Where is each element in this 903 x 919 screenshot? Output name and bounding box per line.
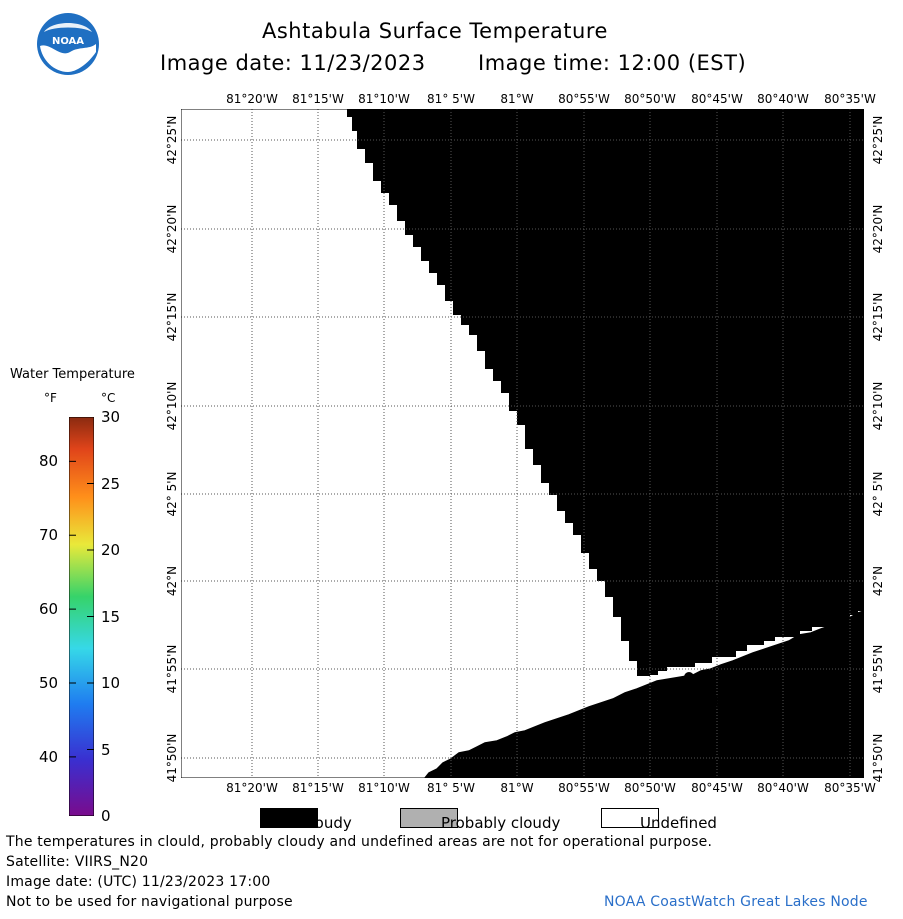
- celsius-tick-label: 15: [101, 607, 121, 626]
- latitude-label: 42°N: [165, 565, 179, 597]
- legend-undefined-swatch: [601, 808, 659, 828]
- footer-note: The temperatures in clould, probably clo…: [6, 834, 713, 850]
- noaa-logo: NOAA: [36, 12, 100, 76]
- footer-satellite: Satellite: VIIRS_N20: [6, 854, 149, 870]
- longitude-label: 81°W: [500, 92, 534, 106]
- longitude-label: 80°45'W: [691, 92, 743, 106]
- latitude-label: 42° 5'N: [871, 471, 885, 517]
- latitude-label: 42°10'N: [871, 381, 885, 431]
- longitude-label: 81°W: [500, 781, 534, 795]
- cloudy-area: [347, 109, 864, 676]
- latitude-label: 42°25'N: [165, 115, 179, 165]
- latitude-label: 41°55'N: [165, 644, 179, 694]
- longitude-label: 81° 5'W: [427, 92, 475, 106]
- celsius-tick-label: 0: [101, 807, 111, 825]
- longitude-label: 80°55'W: [558, 781, 610, 795]
- colorbar-title: Water Temperature: [10, 367, 135, 382]
- latitude-label: 42°15'N: [165, 292, 179, 342]
- fahrenheit-tick-label: 70: [39, 526, 59, 545]
- celsius-tick-label: 25: [101, 474, 121, 493]
- map-panel: Ashtabula: [180, 108, 865, 779]
- map-title: Ashtabula Surface Temperature: [262, 19, 608, 43]
- longitude-label: 80°45'W: [691, 781, 743, 795]
- colorbar-gradient: [68, 416, 95, 817]
- celsius-tick-label: 20: [101, 541, 121, 559]
- latitude-label: 42°20'N: [165, 204, 179, 254]
- legend-cloudy-label: Cloudy: [300, 814, 352, 832]
- ashtabula-marker: [684, 672, 694, 682]
- ashtabula-label: Ashtabula: [687, 693, 762, 711]
- image-date: Image date: 11/23/2023: [160, 51, 426, 75]
- svg-text:NOAA: NOAA: [52, 36, 84, 47]
- footer-utc-date: Image date: (UTC) 11/23/2023 17:00: [6, 874, 271, 890]
- fahrenheit-tick-label: 50: [39, 674, 59, 692]
- longitude-label: 80°40'W: [757, 92, 809, 106]
- longitude-label: 81° 5'W: [427, 781, 475, 795]
- longitude-label: 81°15'W: [292, 781, 344, 795]
- latitude-label: 41°50'N: [165, 733, 179, 783]
- longitude-label: 81°15'W: [292, 92, 344, 106]
- longitude-label: 80°35'W: [824, 781, 876, 795]
- longitude-label: 80°55'W: [558, 92, 610, 106]
- legend-cloudy-swatch: [260, 808, 318, 828]
- fahrenheit-tick-label: 80: [39, 452, 59, 471]
- temperature-map: Ashtabula: [180, 108, 865, 779]
- longitude-label: 80°50'W: [624, 781, 676, 795]
- latitude-label: 42°10'N: [165, 381, 179, 431]
- latitude-label: 42° 5'N: [165, 471, 179, 517]
- colorbar: [68, 416, 95, 817]
- latitude-label: 42°25'N: [871, 115, 885, 165]
- celsius-tick-label: 5: [101, 740, 111, 759]
- longitude-label: 81°10'W: [358, 92, 410, 106]
- celsius-tick-label: 30: [101, 408, 121, 426]
- longitude-label: 80°35'W: [824, 92, 876, 106]
- latitude-label: 42°15'N: [871, 292, 885, 342]
- colorbar-unit-f: °F: [44, 391, 57, 405]
- legend-probably-cloudy-swatch: [400, 808, 458, 828]
- latitude-label: 42°N: [871, 565, 885, 597]
- coastline: [424, 610, 865, 779]
- image-time: Image time: 12:00 (EST): [478, 51, 747, 75]
- footer-nav-warning: Not to be used for navigational purpose: [6, 894, 293, 910]
- longitude-label: 81°10'W: [358, 781, 410, 795]
- celsius-tick-label: 10: [101, 674, 121, 692]
- colorbar-unit-c: °C: [101, 391, 116, 405]
- legend-probably-cloudy-label: Probably cloudy: [441, 814, 561, 832]
- graticule: [181, 109, 864, 778]
- fahrenheit-tick-label: 60: [39, 600, 59, 619]
- legend-undefined-label: Undefined: [640, 814, 717, 832]
- longitude-label: 80°40'W: [757, 781, 809, 795]
- longitude-label: 81°20'W: [226, 781, 278, 795]
- latitude-label: 41°50'N: [871, 733, 885, 783]
- longitude-label: 81°20'W: [226, 92, 278, 106]
- fahrenheit-tick-label: 40: [39, 747, 59, 766]
- noaa-logo-icon: NOAA: [37, 13, 99, 75]
- latitude-label: 41°55'N: [871, 644, 885, 694]
- longitude-label: 80°50'W: [624, 92, 676, 106]
- latitude-label: 42°20'N: [871, 204, 885, 254]
- footer-credit: NOAA CoastWatch Great Lakes Node: [604, 894, 868, 910]
